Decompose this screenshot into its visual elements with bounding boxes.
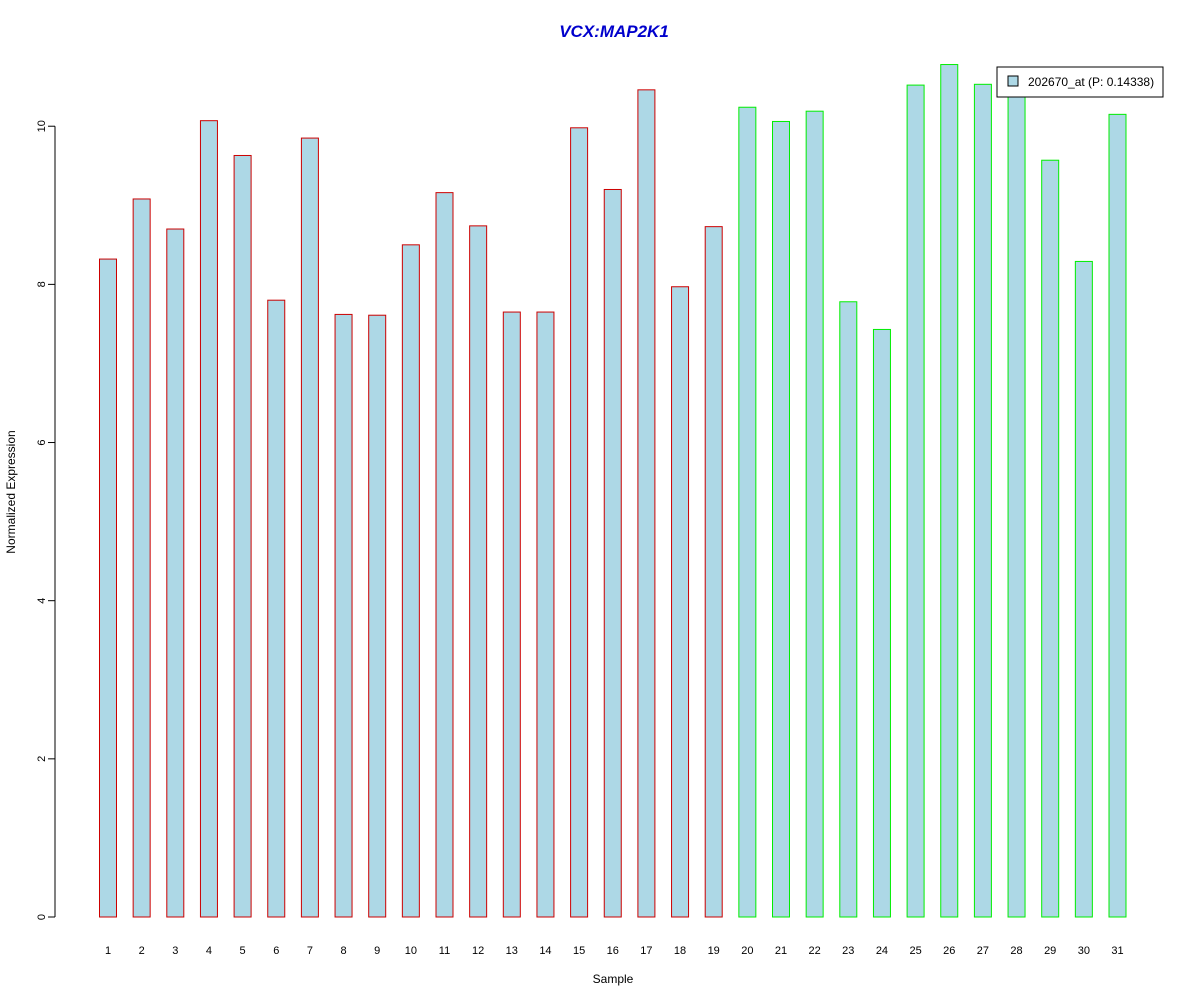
bar-sample-17 [637,89,656,918]
x-tick-label: 26 [943,945,955,957]
x-tick-label: 14 [539,945,551,957]
bar-sample-4 [199,120,218,918]
bar-sample-19 [704,226,723,918]
x-tick-label: 17 [640,945,652,957]
bar-sample-10 [401,244,420,918]
bar-sample-25 [906,84,925,918]
x-tick-label: 8 [340,945,346,957]
x-tick-label: 15 [573,945,585,957]
x-tick-label: 11 [439,945,450,957]
legend: 202670_at (P: 0.14338) [996,66,1164,98]
bar-sample-21 [772,120,790,918]
y-tick-label: 2 [36,756,48,762]
bars-group [99,64,1127,918]
x-tick-label: 12 [472,945,484,957]
y-tick-label: 10 [36,120,48,132]
bar-sample-1 [99,258,117,918]
x-tick-label: 31 [1111,945,1123,957]
bar-sample-26 [940,64,959,918]
x-tick-label: 4 [206,945,212,957]
y-tick-label: 0 [36,914,48,920]
x-tick-label: 22 [809,945,821,957]
bar-sample-23 [839,301,858,918]
bar-sample-7 [300,137,319,918]
bar-sample-9 [368,314,387,918]
x-tick-label: 9 [374,945,380,957]
y-axis: 0 2 4 6 8 10 [36,120,56,920]
x-tick-label: 3 [172,945,178,957]
x-tick-label: 18 [674,945,686,957]
legend-swatch [1007,75,1019,87]
bar-sample-16 [603,188,622,918]
x-tick-label: 21 [775,945,787,957]
x-tick-label: 19 [708,945,720,957]
x-tick-label: 6 [273,945,279,957]
bar-sample-5 [233,154,252,918]
bar-sample-30 [1074,260,1093,918]
x-tick-label: 1 [105,945,111,957]
bar-sample-11 [435,192,454,918]
legend-entry: 202670_at (P: 0.14338) [1028,75,1154,89]
x-tick-label: 27 [977,945,989,957]
bar-sample-3 [166,228,185,918]
x-tick-label: 10 [405,945,417,957]
bar-sample-24 [872,328,891,918]
bar-sample-12 [469,225,488,918]
bar-sample-18 [671,286,690,918]
x-tick-label: 25 [909,945,921,957]
x-tick-label: 28 [1010,945,1022,957]
y-tick-label: 8 [36,281,48,287]
bar-sample-8 [334,313,353,918]
bar-sample-14 [536,311,555,918]
x-axis-label: Sample [593,972,634,986]
bar-sample-13 [502,311,521,918]
bar-sample-6 [267,299,286,918]
x-tick-label: 30 [1078,945,1090,957]
legend-box [996,66,1164,98]
x-tick-label: 24 [876,945,888,957]
x-tick-label: 13 [506,945,518,957]
x-tick-label: 16 [607,945,619,957]
chart-title: VCX:MAP2K1 [559,22,669,41]
bar-sample-15 [570,127,589,918]
x-tick-label: 5 [240,945,246,957]
y-tick-label: 6 [36,439,48,445]
x-tick-label: 23 [842,945,854,957]
x-tick-labels: 1 2 3 4 5 6 7 8 9 10 11 12 13 14 15 16 17 18 19 20 21 22 23 24 2… [105,945,1124,957]
bar-sample-22 [805,110,824,918]
bar-sample-31 [1108,113,1127,918]
bar-sample-2 [132,198,151,918]
x-tick-label: 2 [139,945,145,957]
bar-sample-20 [738,106,757,918]
bar-sample-29 [1041,159,1060,918]
x-tick-label: 20 [741,945,753,957]
x-tick-label: 29 [1044,945,1056,957]
bar-sample-27 [973,83,992,918]
bar-sample-28 [1007,94,1026,918]
y-tick-label: 4 [36,598,48,604]
y-axis-label: Normalized Expression [4,430,18,553]
x-tick-label: 7 [307,945,313,957]
